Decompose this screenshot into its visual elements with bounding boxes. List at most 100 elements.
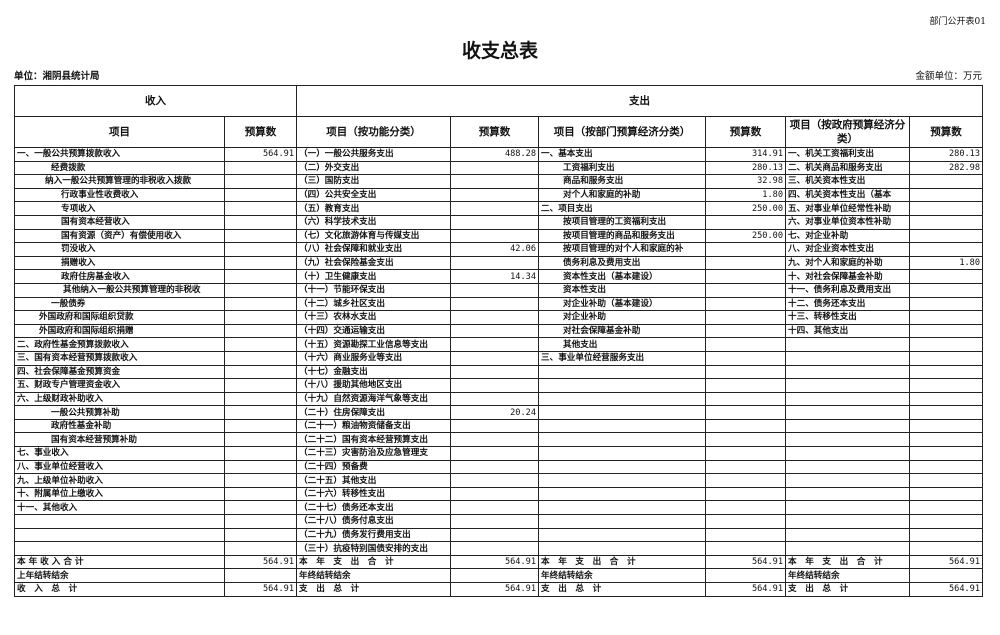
gov-econ-item-cell: 十一、债务利息及费用支出 <box>785 282 910 298</box>
function-amount-cell <box>450 446 539 461</box>
gov-econ-amount-cell <box>908 214 984 230</box>
gov-econ-amount-cell <box>908 350 984 366</box>
section-header-row: 收入 支出 <box>14 85 984 117</box>
dept-econ-amount-cell <box>705 568 786 583</box>
dept-econ-amount-cell <box>705 255 786 271</box>
income-amount-cell <box>224 214 297 230</box>
income-item-cell <box>14 527 225 543</box>
gov-econ-amount-cell <box>908 500 984 516</box>
dept-econ-amount-cell: 250.00 <box>705 228 786 244</box>
table-row: 九、上级单位补助收入 （二十五）其他支出 <box>14 473 984 488</box>
function-amount-cell: 488.28 <box>450 147 539 162</box>
gov-econ-item-cell <box>785 527 910 543</box>
gov-econ-item-cell: 八、对企业资本性支出 <box>785 242 910 257</box>
gov-econ-item-cell <box>785 514 910 529</box>
gov-econ-item-cell: 支 出 总 计 <box>785 582 910 597</box>
gov-econ-item-cell <box>785 350 910 366</box>
table-row: 国有资本经营预算补助 （二十二）国有资本经营预算支出 <box>14 432 984 448</box>
col-header-income-amount: 预算数 <box>224 116 297 148</box>
gov-econ-amount-cell <box>908 378 984 393</box>
dept-econ-item-cell: 资本性支出 <box>538 282 706 298</box>
total-row: 收 入 总 计 564.91 支 出 总 计 564.91 支 出 总 计 564.91 支… <box>14 582 984 597</box>
table-row: 国有资本经营收入 （六）科学技术支出 按项目管理的工资福利支出 六、对事业单位资本性补… <box>14 214 984 230</box>
table-row: 外国政府和国际组织贷款 （十三）农林水支出 对企业补助 十三、转移性支出 <box>14 310 984 325</box>
gov-econ-item-cell <box>785 378 910 393</box>
income-amount-cell <box>224 446 297 461</box>
col-header-dept-econ-amount: 预算数 <box>705 116 786 148</box>
expense-header: 支出 <box>295 85 984 117</box>
income-item-cell: 外国政府和国际组织捐赠 <box>14 323 225 339</box>
gov-econ-item-cell: 十、对社会保障基金补助 <box>785 269 910 284</box>
dept-econ-item-cell <box>538 486 706 502</box>
income-item-cell: 一般债券 <box>14 296 225 312</box>
gov-econ-amount-cell: 564.91 <box>908 554 984 570</box>
income-amount-cell <box>224 405 297 420</box>
budget-table: 收入 支出 项目 预算数 项目（按功能分类） 预算数 项目（按部门预算经济分类） 预算数项… <box>14 85 984 597</box>
income-amount-cell <box>224 459 297 475</box>
function-amount-cell: 564.91 <box>450 582 539 597</box>
table-row: 三、国有资本经营预算拨款收入 （十六）商业服务业等支出 三、事业单位经营服务支出 <box>14 350 984 366</box>
function-item-cell: （十六）商业服务业等支出 <box>296 350 451 366</box>
table-row: 五、财政专户管理资金收入 （十八）援助其他地区支出 <box>14 378 984 393</box>
dept-econ-item-cell <box>538 459 706 475</box>
function-amount-cell <box>450 541 539 556</box>
gov-econ-item-cell: 四、机关资本性支出（基本 <box>785 187 910 203</box>
income-item-cell <box>14 541 225 556</box>
income-amount-cell <box>224 568 297 583</box>
income-item-cell: 政府性基金补助 <box>14 418 225 434</box>
table-row: 国有资源（资产）有偿使用收入 （七）文化旅游体育与传媒支出 按项目管理的商品和服务支… <box>14 228 984 244</box>
gov-econ-item-cell <box>785 541 910 556</box>
dept-econ-item-cell <box>538 473 706 488</box>
dept-econ-item-cell <box>538 527 706 543</box>
gov-econ-item-cell: 三、机关资本性支出 <box>785 174 910 189</box>
dept-econ-amount-cell <box>705 378 786 393</box>
dept-econ-item-cell <box>538 391 706 407</box>
table-row: （二十八）债务付息支出 <box>14 514 984 529</box>
income-amount-cell <box>224 174 297 189</box>
income-item-cell: 六、上级财政补助收入 <box>14 391 225 407</box>
dept-econ-item-cell: 三、事业单位经营服务支出 <box>538 350 706 366</box>
dept-econ-amount-cell <box>705 310 786 325</box>
function-item-cell: （十七）金融支出 <box>296 364 451 380</box>
dept-econ-item-cell: 一、基本支出 <box>538 147 706 162</box>
table-row: 八、事业单位经营收入 （二十四）预备费 <box>14 459 984 475</box>
table-row: 十一、其他收入 （二十七）债务还本支出 <box>14 500 984 516</box>
function-amount-cell <box>450 310 539 325</box>
function-item-cell: （二十六）转移性支出 <box>296 486 451 502</box>
dept-econ-amount-cell <box>705 473 786 488</box>
function-amount-cell <box>450 500 539 516</box>
dept-econ-amount-cell <box>705 350 786 366</box>
income-item-cell: 上年结转结余 <box>14 568 225 583</box>
table-row: 其他纳入一般公共预算管理的非税收 （十一）节能环保支出 资本性支出 十一、债务利息及费… <box>14 282 984 298</box>
income-amount-cell <box>224 418 297 434</box>
dept-econ-item-cell: 按项目管理的商品和服务支出 <box>538 228 706 244</box>
gov-econ-item-cell <box>785 391 910 407</box>
income-amount-cell <box>224 527 297 543</box>
gov-econ-item-cell <box>785 446 910 461</box>
gov-econ-amount-cell <box>908 242 984 257</box>
dept-econ-item-cell <box>538 432 706 448</box>
function-item-cell: （三）国防支出 <box>296 174 451 189</box>
income-item-cell: 八、事业单位经营收入 <box>14 459 225 475</box>
function-item-cell: （十三）农林水支出 <box>296 310 451 325</box>
income-amount-cell <box>224 432 297 448</box>
income-item-cell: 外国政府和国际组织贷款 <box>14 310 225 325</box>
function-amount-cell <box>450 214 539 230</box>
function-item-cell: （三十）抗疫特别国债安排的支出 <box>296 541 451 556</box>
function-amount-cell <box>450 255 539 271</box>
dept-econ-amount-cell: 314.91 <box>705 147 786 162</box>
income-item-cell: 十、附属单位上缴收入 <box>14 486 225 502</box>
col-header-income-item: 项目 <box>14 116 225 148</box>
function-amount-cell <box>450 364 539 380</box>
function-item-cell: 年终结转结余 <box>296 568 451 583</box>
income-amount-cell <box>224 160 297 176</box>
dept-econ-amount-cell <box>705 514 786 529</box>
dept-econ-amount-cell <box>705 500 786 516</box>
function-amount-cell <box>450 296 539 312</box>
function-item-cell: （十四）交通运输支出 <box>296 323 451 339</box>
function-item-cell: （十二）城乡社区支出 <box>296 296 451 312</box>
dept-econ-amount-cell <box>705 296 786 312</box>
function-amount-cell <box>450 187 539 203</box>
gov-econ-amount-cell <box>908 337 984 352</box>
income-amount-cell: 564.91 <box>224 147 297 162</box>
